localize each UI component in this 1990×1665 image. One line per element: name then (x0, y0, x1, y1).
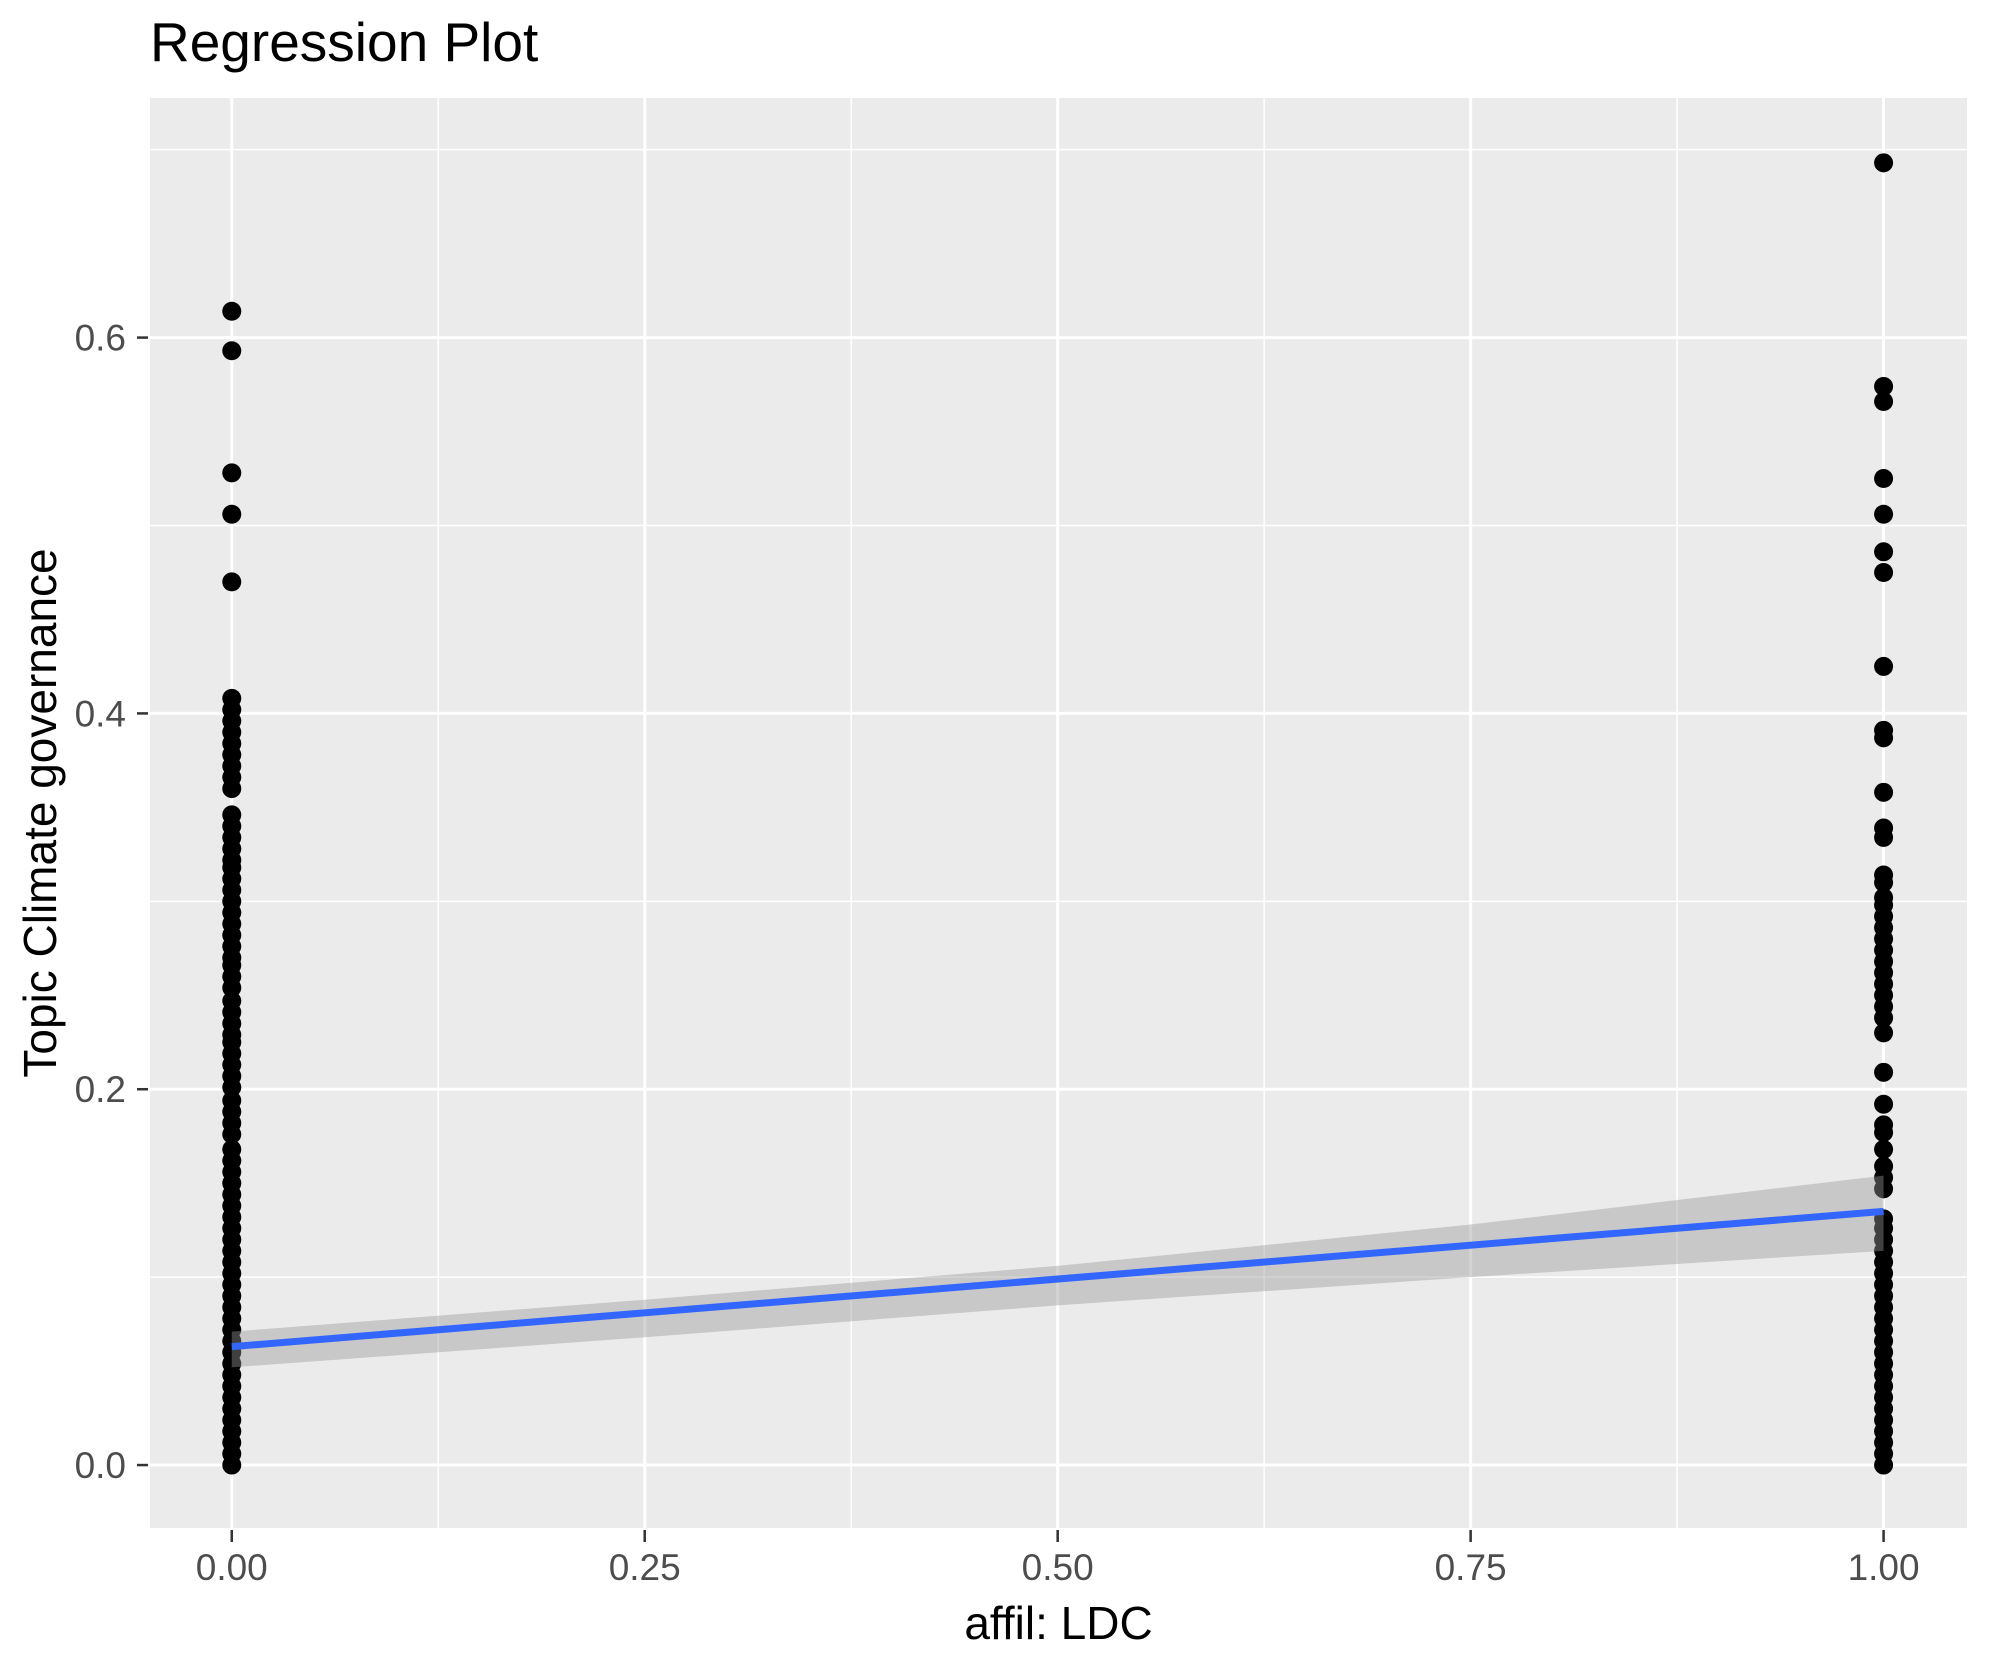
data-point (1874, 469, 1894, 489)
x-axis-title: affil: LDC (964, 1597, 1153, 1649)
data-point (222, 1091, 242, 1111)
data-point (222, 688, 242, 708)
data-point (1874, 656, 1894, 676)
data-point (1874, 782, 1894, 802)
data-point (1874, 720, 1894, 740)
data-point (222, 301, 242, 321)
data-point (1874, 504, 1894, 524)
x-tick-label: 0.75 (1435, 1547, 1507, 1588)
data-point (222, 463, 242, 483)
x-tick-label: 0.25 (609, 1547, 681, 1588)
data-point (1874, 376, 1894, 396)
data-point (222, 805, 242, 825)
y-tick-label: 0.2 (75, 1069, 126, 1110)
y-tick-label: 0.6 (75, 318, 126, 359)
data-point (1874, 562, 1894, 582)
data-point (1874, 1115, 1894, 1135)
y-tick-label: 0.4 (75, 693, 126, 734)
data-point (1874, 888, 1894, 908)
data-point (1874, 1023, 1894, 1043)
x-tick-label: 0.00 (196, 1547, 268, 1588)
data-point (1874, 1139, 1894, 1159)
data-point (1874, 153, 1894, 173)
data-point (1874, 818, 1894, 838)
data-point (1874, 1062, 1894, 1082)
data-point (222, 991, 242, 1011)
data-point (222, 1139, 242, 1159)
data-point (222, 572, 242, 592)
data-point (1874, 865, 1894, 885)
data-point (222, 341, 242, 361)
data-point (1874, 1094, 1894, 1114)
plot-title: Regression Plot (150, 11, 539, 73)
regression-line (231, 1207, 1884, 1351)
data-point (1874, 542, 1894, 562)
confidence-band (231, 1175, 1884, 1368)
data-point (1874, 391, 1894, 411)
data-point (222, 504, 242, 524)
y-tick-label: 0.0 (75, 1445, 126, 1486)
data-point (1874, 1156, 1894, 1176)
x-tick-label: 0.50 (1022, 1547, 1094, 1588)
x-tick-label: 1.00 (1848, 1547, 1920, 1588)
